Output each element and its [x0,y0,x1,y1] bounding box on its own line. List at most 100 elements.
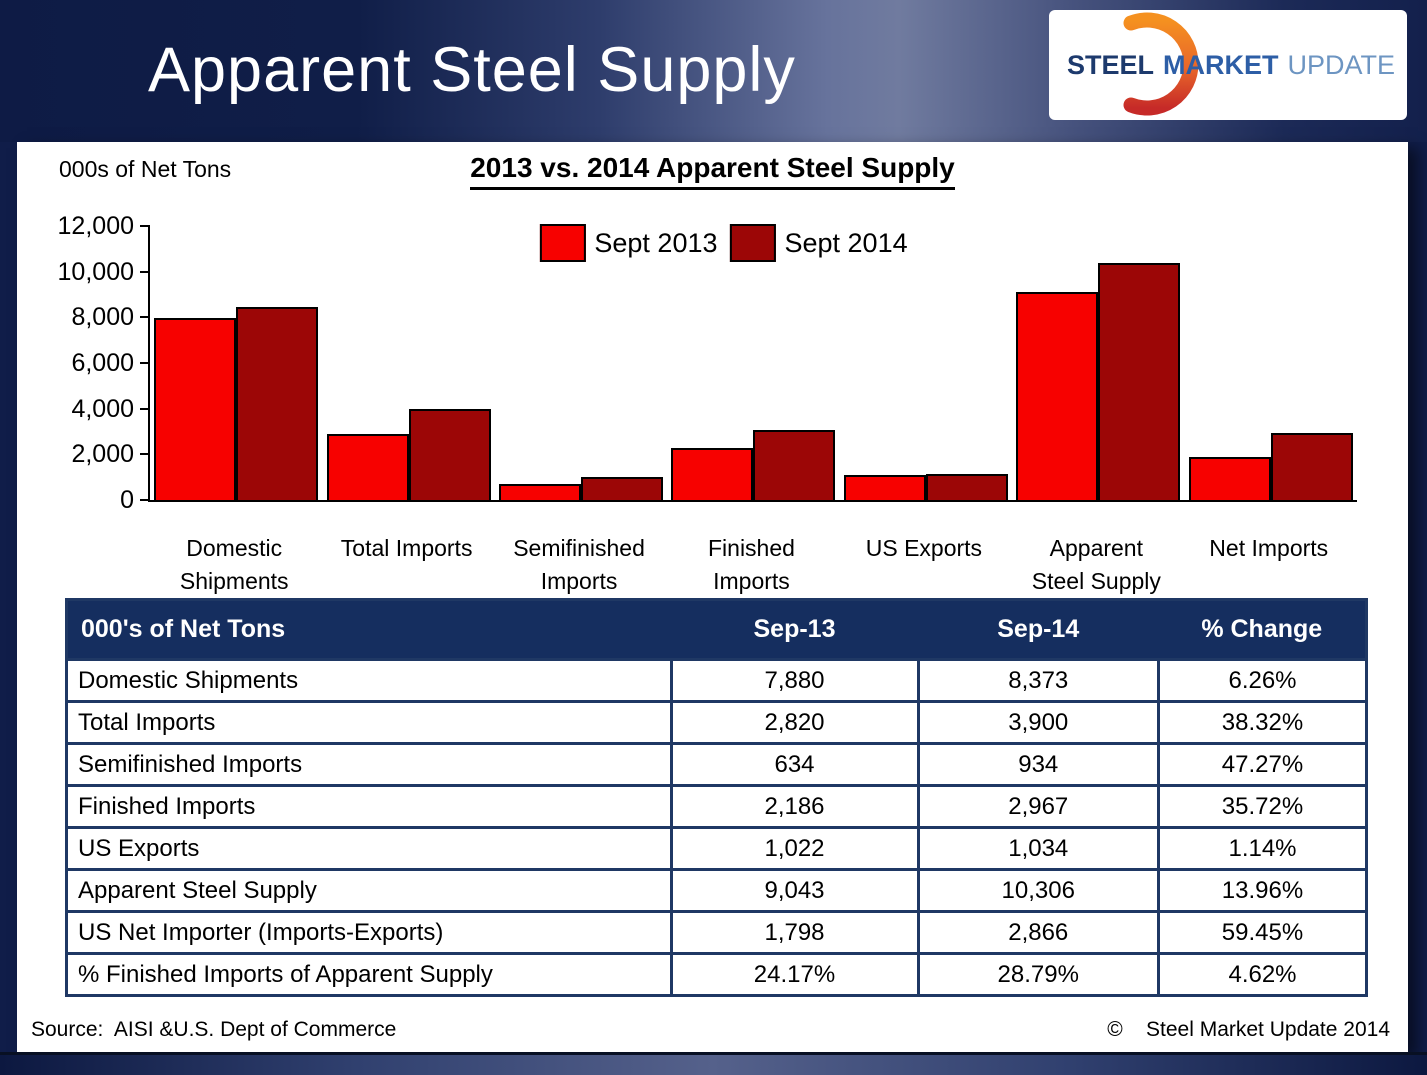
table-row: Domestic Shipments 7,880 8,373 6.26% [65,658,1368,703]
source-note: Source: AISI &U.S. Dept of Commerce [31,1018,397,1041]
table-cell: 3,900 [916,700,1160,745]
bar-group [495,477,667,500]
y-axis-tick [140,408,150,410]
category-label: Apparent Steel Supply [1010,532,1182,598]
table-cell: 2,820 [669,700,920,745]
logo-word-steel: STEEL [1066,49,1154,80]
table-cell: 2,967 [916,784,1160,829]
category-label: US Exports [838,532,1010,598]
table-row: % Finished Imports of Apparent Supply 24.… [65,952,1368,997]
category-label-line: Apparent [1049,535,1143,561]
bar [1188,457,1271,500]
logo-word-market: MARKET [1163,49,1279,80]
smu-logo: STEEL MARKET UPDATE [1049,10,1407,120]
table-header-row: 000's of Net Tons Sep-13 Sep-14% Change [66,599,1367,660]
table-row: Finished Imports 2,186 2,967 35.72% [65,784,1368,829]
bar-group [840,474,1012,500]
category-label: Domestic Shipments [148,532,320,598]
y-axis-tick-label: 6,000 [71,349,134,377]
table-cell: Semifinished Imports [65,742,673,787]
table-cell: 38.32% [1157,700,1368,745]
table-row: US Net Importer (Imports-Exports) 1,798 2,… [65,910,1368,955]
y-axis-tick [140,271,150,273]
content-panel: 000s of Net Tons 2013 vs. 2014 Apparent … [17,142,1408,1052]
category-label-line: Domestic [186,535,283,561]
table-cell: 7,880 [669,658,920,703]
category-label-line: US Exports [865,535,983,561]
table-cell: 634 [669,742,920,787]
legend-swatch [539,224,586,262]
y-axis-tick [140,316,150,318]
page-title: Apparent Steel Supply [148,35,796,105]
bar-group [322,409,494,500]
bar-chart-plot: Sept 2013 Sept 2014 0 2,000 4,000 6,000 8,000… [58,212,1357,514]
bar-group [667,430,839,500]
table-cell: 2,186 [669,784,920,829]
table-cell: 24.17% [669,952,920,997]
category-label: Semifinished Imports [493,532,665,598]
bar [1270,433,1353,500]
y-axis-tick-label: 10,000 [57,258,134,286]
category-label-line: Shipments [179,568,289,594]
y-axis-tick-label: 12,000 [57,212,134,240]
table-cell: 10,306 [916,868,1160,913]
table-cell: Domestic Shipments [65,658,673,703]
bar [1098,263,1181,500]
table-cell: 59.45% [1157,910,1368,955]
table-header-cell: Sep-13 [671,599,918,660]
y-axis-tick-label: 8,000 [71,303,134,331]
bar-group [150,307,322,500]
table-cell: US Exports [65,826,673,871]
copyright-note: © Steel Market Update 2014 [1107,1018,1390,1041]
header-banner: Apparent Steel Supply STEEL MARKET UPDAT… [0,0,1427,142]
table-header-cell: 000's of Net Tons [66,599,671,660]
bar [154,318,237,500]
bar-group [1012,263,1184,500]
category-label: Total Imports [320,532,492,598]
table-cell: 2,866 [916,910,1160,955]
y-axis-tick-label: 2,000 [71,440,134,468]
legend-item: Sept 2014 [729,224,908,262]
bar [236,307,319,500]
bar-group [1185,433,1357,500]
bar [1016,292,1099,500]
category-label-line: Total Imports [340,535,473,561]
chart-legend: Sept 2013 Sept 2014 [539,224,908,262]
table-cell: US Net Importer (Imports-Exports) [65,910,673,955]
y-axis-tick-label: 4,000 [71,395,134,423]
bar [843,475,926,500]
y-axis-tick [140,499,150,501]
table-cell: 13.96% [1157,868,1368,913]
table-cell: 1,022 [669,826,920,871]
category-label-line: Steel Supply [1031,568,1161,594]
bar [671,448,754,500]
chart-category-labels: Domestic Shipments Total Imports Semifinish… [148,532,1355,598]
y-axis-tick [140,225,150,227]
table-row: US Exports 1,022 1,034 1.14% [65,826,1368,871]
table-cell: 35.72% [1157,784,1368,829]
table-row: Apparent Steel Supply 9,043 10,306 13.96% [65,868,1368,913]
table-header-cell: Sep-14 [918,599,1159,660]
legend-swatch [729,224,776,262]
bottom-strip [0,1052,1427,1075]
table-cell: 1,798 [669,910,920,955]
table-row: Total Imports 2,820 3,900 38.32% [65,700,1368,745]
table-header-cell: % Change [1158,599,1367,660]
table-cell: 47.27% [1157,742,1368,787]
legend-label: Sept 2014 [784,227,908,258]
smu-logo-swoosh-icon [1123,12,1199,116]
chart-units-label: 000s of Net Tons [59,156,232,182]
y-axis-tick [140,453,150,455]
logo-word-update: UPDATE [1287,49,1396,80]
category-label-line: Imports [713,568,790,594]
table-cell: 6.26% [1157,658,1368,703]
bar [581,477,664,500]
table-row: Semifinished Imports 634 934 47.27% [65,742,1368,787]
panel-footer: Source: AISI &U.S. Dept of Commerce © St… [31,1018,1390,1042]
bar [408,409,491,500]
category-label-line: Semifinished [513,535,645,561]
y-axis-tick-label: 0 [120,486,134,514]
chart-title: 2013 vs. 2014 Apparent Steel Supply [470,152,955,190]
table-cell: 9,043 [669,868,920,913]
smu-logo-wordmark: STEEL MARKET UPDATE [1061,10,1401,120]
